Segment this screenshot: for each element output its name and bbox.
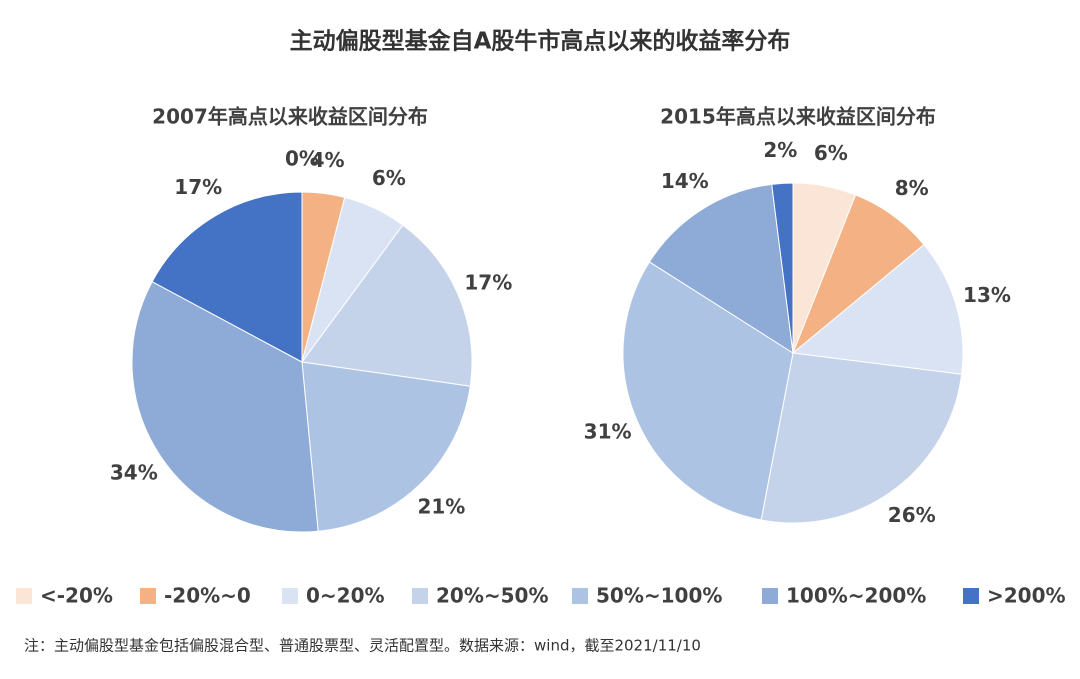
legend-label: 50%~100% bbox=[596, 584, 722, 608]
chart-title: 主动偏股型基金自A股牛市高点以来的收益率分布 bbox=[290, 28, 791, 55]
pie-slice bbox=[648, 183, 794, 354]
legend-label: <-20% bbox=[40, 584, 113, 608]
data-label: 6% bbox=[814, 141, 848, 165]
data-label: 13% bbox=[963, 283, 1011, 307]
legend-swatch bbox=[963, 588, 979, 604]
pie-slice bbox=[301, 361, 471, 532]
legend-swatch bbox=[16, 588, 32, 604]
data-label: 31% bbox=[584, 420, 632, 444]
legend-swatch bbox=[762, 588, 778, 604]
legend-swatch bbox=[140, 588, 156, 604]
legend-label: >200% bbox=[987, 584, 1066, 608]
legend-label: 20%~50% bbox=[436, 584, 549, 608]
data-label: 14% bbox=[661, 169, 709, 193]
data-label: 6% bbox=[372, 166, 406, 190]
legend-swatch bbox=[282, 588, 298, 604]
pie-slice bbox=[771, 182, 794, 354]
pie-title: 2015年高点以来收益区间分布 bbox=[660, 105, 936, 129]
legend-label: 0~20% bbox=[306, 584, 385, 608]
pie-slice bbox=[301, 224, 473, 387]
data-label: 17% bbox=[174, 175, 222, 199]
pie-slice bbox=[760, 352, 963, 524]
legend-swatch bbox=[412, 588, 428, 604]
data-label: 8% bbox=[895, 176, 929, 200]
pie-slice bbox=[791, 243, 964, 375]
legend-swatch bbox=[572, 588, 588, 604]
data-label: 34% bbox=[110, 460, 158, 484]
data-label: 2% bbox=[763, 138, 797, 162]
pie-slice bbox=[131, 281, 319, 533]
pie-title: 2007年高点以来收益区间分布 bbox=[152, 105, 428, 129]
pie-slice bbox=[151, 191, 303, 363]
data-label: 21% bbox=[417, 495, 465, 519]
data-label: 26% bbox=[888, 503, 936, 527]
data-label: 0% bbox=[285, 147, 319, 171]
note: 注：主动偏股型基金包括偏股混合型、普通股票型、灵活配置型。数据来源：wind，截… bbox=[24, 637, 701, 655]
legend-label: 100%~200% bbox=[786, 584, 926, 608]
legend-label: -20%~0 bbox=[164, 584, 251, 608]
data-label: 17% bbox=[464, 270, 512, 294]
data-label: 4% bbox=[311, 148, 345, 172]
